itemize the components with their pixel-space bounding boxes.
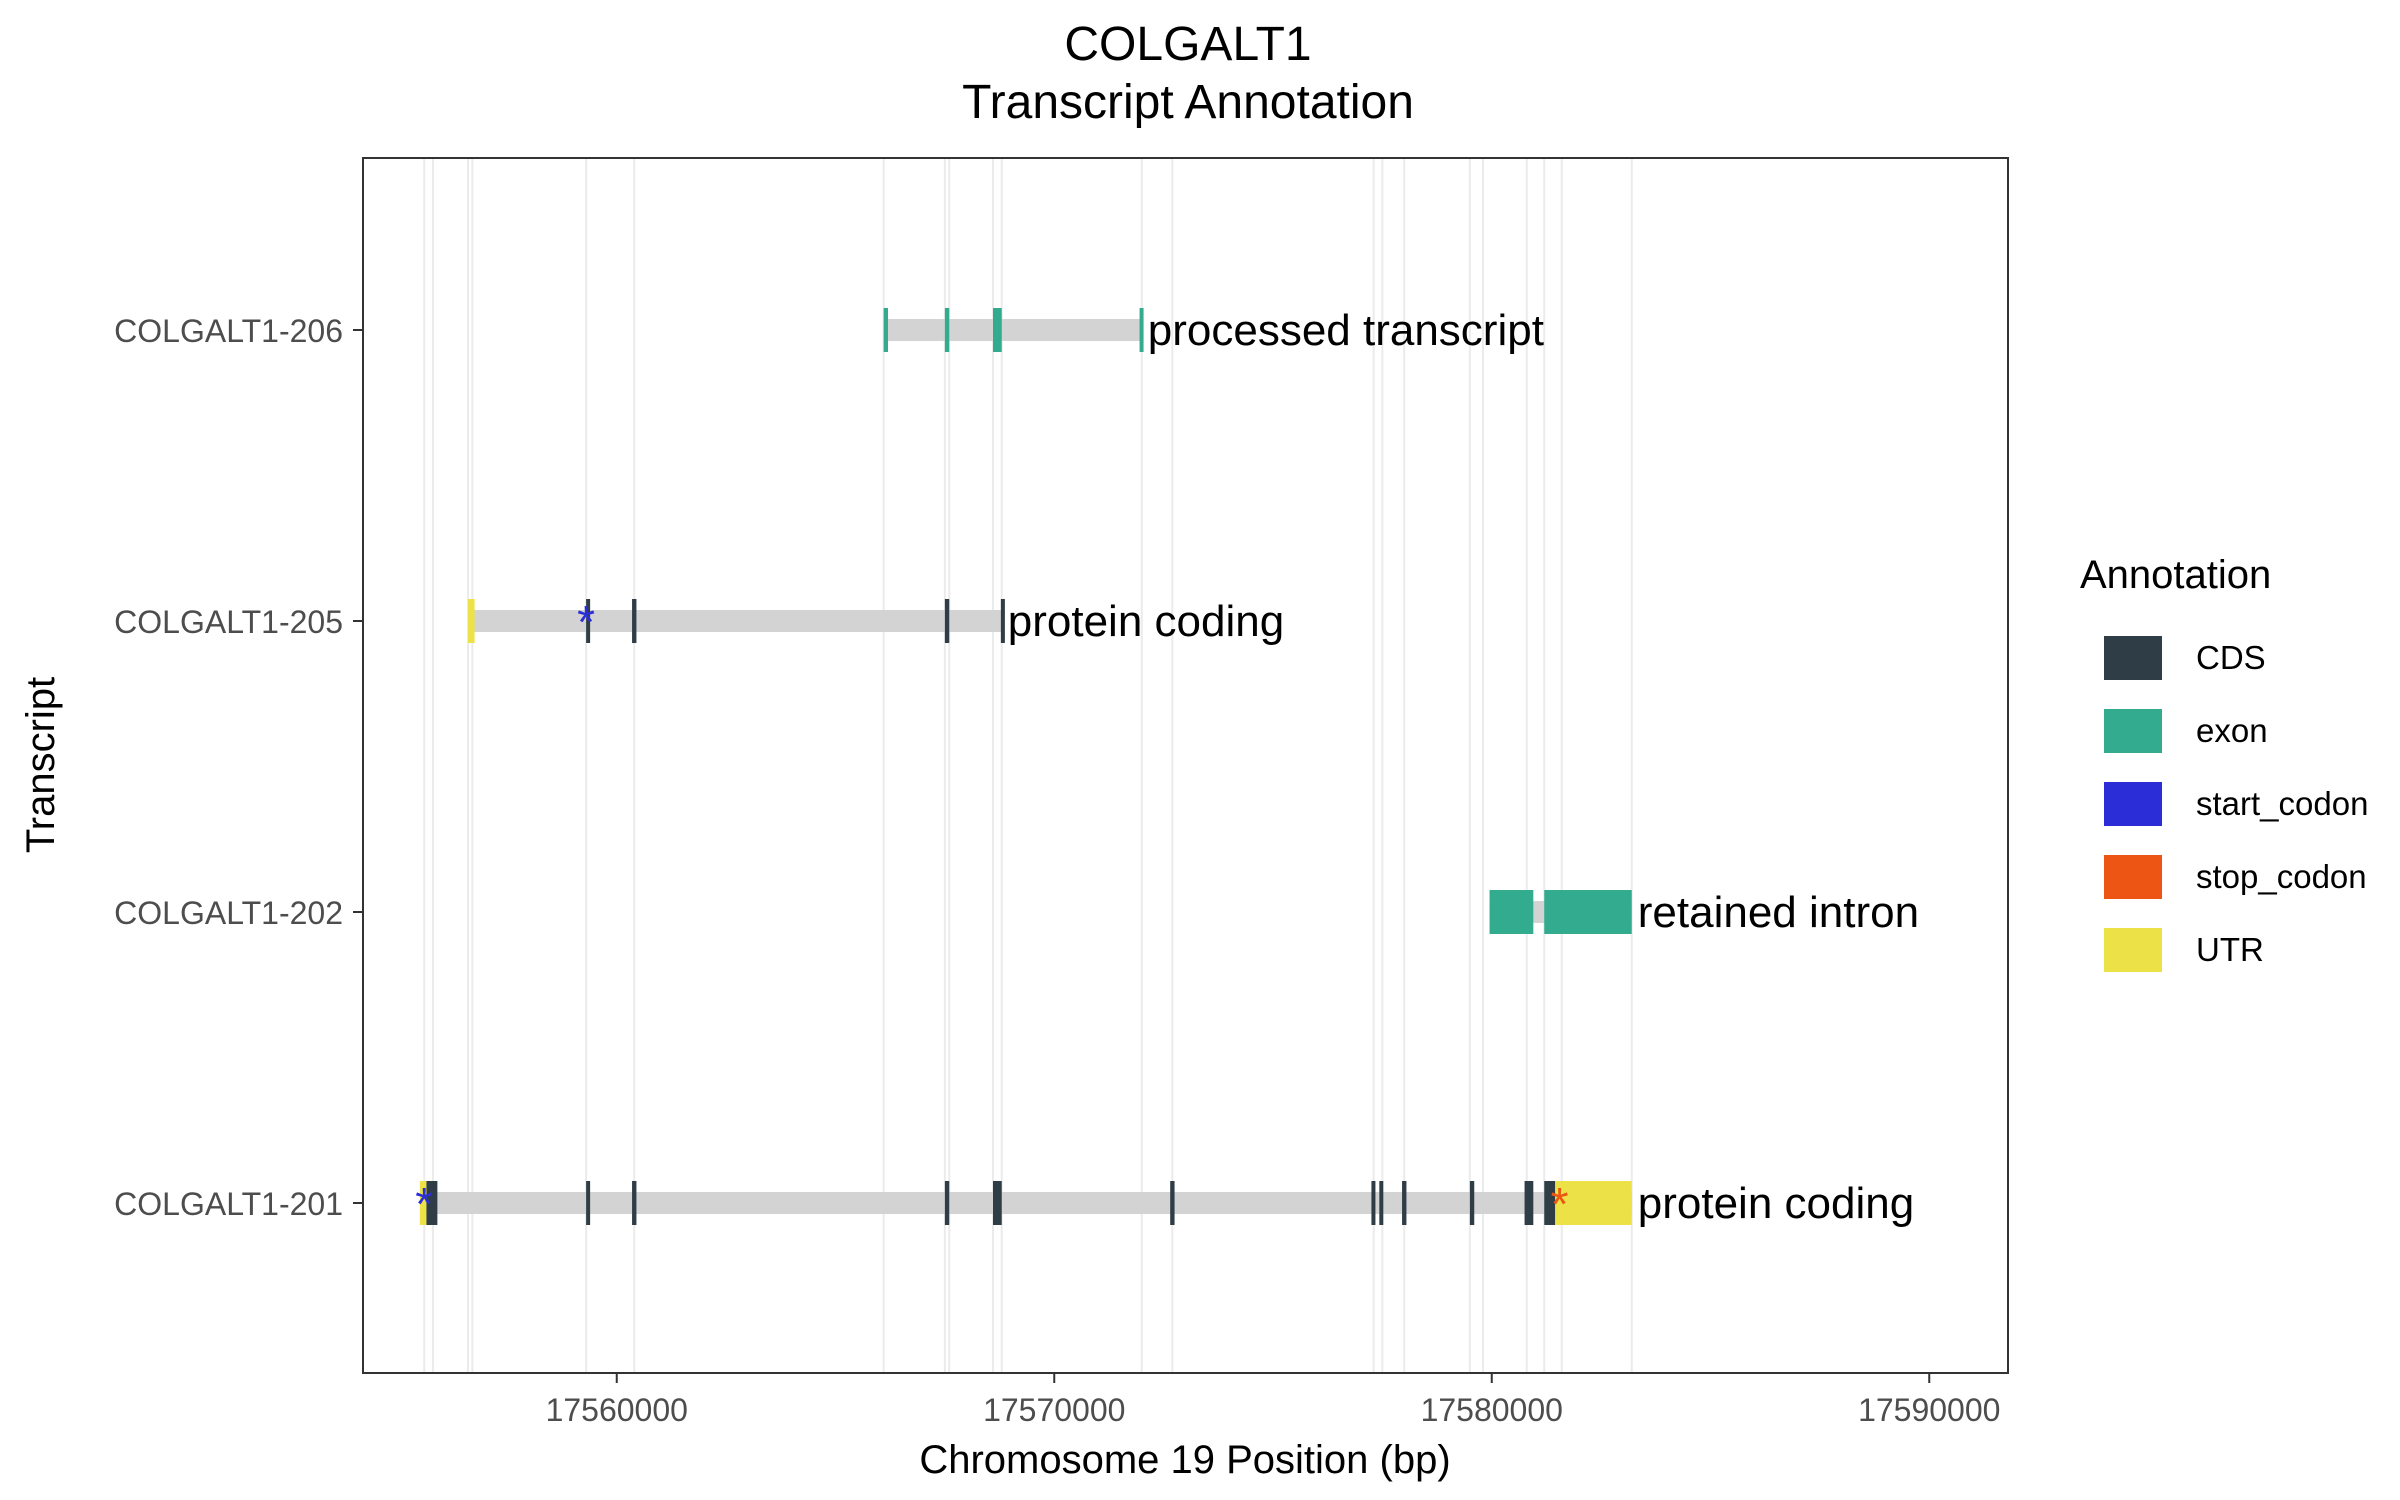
track-layer: * * protein coding retained intron * protein … bbox=[415, 306, 1919, 1230]
exon-feature bbox=[1489, 890, 1534, 934]
cds-feature bbox=[586, 599, 591, 643]
cds-feature bbox=[426, 1181, 438, 1225]
panel-border bbox=[362, 157, 2009, 1374]
y-tick-label: COLGALT1-201 bbox=[114, 1186, 343, 1222]
y-axis-label: Transcript bbox=[19, 677, 63, 853]
legend-label: stop_codon bbox=[2196, 858, 2367, 895]
utr-feature bbox=[419, 1181, 427, 1225]
cds-feature bbox=[1544, 1181, 1556, 1225]
utr-feature bbox=[1555, 1181, 1632, 1225]
y-tick-label: COLGALT1-202 bbox=[114, 895, 343, 931]
x-tick-label: 17580000 bbox=[1421, 1392, 1563, 1428]
chart-title: COLGALT1 bbox=[1064, 18, 1311, 71]
cds-feature bbox=[586, 1181, 591, 1225]
legend-key-cds bbox=[2104, 636, 2162, 680]
legend-label: exon bbox=[2196, 712, 2268, 749]
biotype-label: protein coding bbox=[1638, 1179, 1914, 1228]
transcript-track: * * protein coding bbox=[415, 1178, 1914, 1230]
legend-key-stop-codon bbox=[2104, 855, 2162, 899]
cds-feature bbox=[1371, 1181, 1376, 1225]
cds-feature bbox=[993, 1181, 1002, 1225]
cds-feature bbox=[1379, 1181, 1384, 1225]
cds-feature bbox=[944, 599, 950, 643]
cds-feature bbox=[1469, 1181, 1475, 1225]
intron-backbone bbox=[424, 1192, 1632, 1214]
exon-feature bbox=[1139, 308, 1144, 352]
chart-subtitle: Transcript Annotation bbox=[962, 76, 1414, 129]
x-tick-label: 17590000 bbox=[1858, 1392, 2000, 1428]
exon-feature bbox=[883, 308, 888, 352]
legend-label: start_codon bbox=[2196, 785, 2368, 822]
x-axis-label: Chromosome 19 Position (bp) bbox=[919, 1438, 1450, 1482]
x-tick-label: 17570000 bbox=[983, 1392, 1125, 1428]
legend-title: Annotation bbox=[2080, 553, 2271, 597]
intron-backbone bbox=[468, 610, 1002, 632]
cds-feature bbox=[1170, 1181, 1175, 1225]
cds-feature bbox=[632, 1181, 637, 1225]
transcript-track: retained intron bbox=[1489, 888, 1919, 937]
legend-key-exon bbox=[2104, 709, 2162, 753]
y-axis: COLGALT1-201 COLGALT1-202 COLGALT1-205 COLG… bbox=[114, 313, 363, 1222]
legend-label: CDS bbox=[2196, 639, 2266, 676]
start-codon-marker: * bbox=[577, 596, 595, 648]
legend-label: UTR bbox=[2196, 931, 2264, 968]
y-tick-label: COLGALT1-206 bbox=[114, 313, 343, 349]
legend-key-start-codon bbox=[2104, 782, 2162, 826]
stop-codon-marker: * bbox=[1551, 1178, 1569, 1230]
intron-backbone bbox=[883, 319, 1142, 341]
cds-feature bbox=[1000, 599, 1005, 643]
exon-feature bbox=[1544, 890, 1632, 934]
biotype-label: protein coding bbox=[1008, 597, 1284, 646]
cds-feature bbox=[1524, 1181, 1534, 1225]
legend: Annotation CDS exon start_codon stop_codon U… bbox=[2080, 553, 2368, 972]
exon-feature bbox=[944, 308, 950, 352]
cds-feature bbox=[944, 1181, 950, 1225]
biotype-label: processed transcript bbox=[1148, 306, 1544, 355]
grid-layer bbox=[423, 158, 1633, 1373]
start-codon-marker: * bbox=[415, 1178, 433, 1230]
legend-key-utr bbox=[2104, 928, 2162, 972]
biotype-label: retained intron bbox=[1638, 888, 1919, 937]
transcript-track: * protein coding bbox=[468, 596, 1284, 648]
transcript-track: processed transcript bbox=[883, 306, 1544, 355]
y-tick-label: COLGALT1-205 bbox=[114, 604, 343, 640]
cds-feature bbox=[1402, 1181, 1407, 1225]
utr-feature bbox=[468, 599, 475, 643]
cds-feature bbox=[632, 599, 637, 643]
x-tick-label: 17560000 bbox=[546, 1392, 688, 1428]
x-axis: 17560000 17570000 17580000 17590000 bbox=[546, 1373, 2000, 1428]
exon-feature bbox=[993, 308, 1002, 352]
